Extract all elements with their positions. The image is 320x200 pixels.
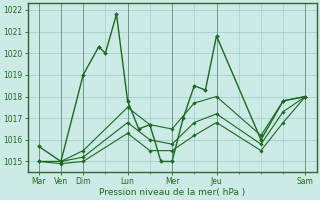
X-axis label: Pression niveau de la mer( hPa ): Pression niveau de la mer( hPa ) <box>99 188 245 197</box>
